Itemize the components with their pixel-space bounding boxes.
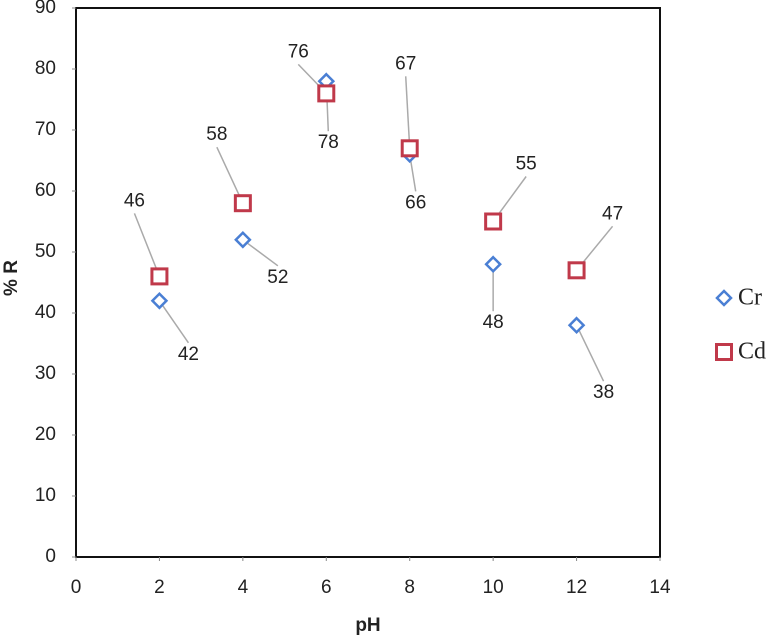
- data-point: [484, 212, 503, 231]
- x-tick-label: 14: [649, 577, 671, 598]
- leader-line: [242, 239, 279, 267]
- data-point: [150, 292, 169, 310]
- y-tick-label: 30: [35, 363, 56, 384]
- x-tick-label: 4: [238, 577, 249, 598]
- y-tick-label: 70: [35, 119, 56, 140]
- x-tick-label: 0: [71, 577, 82, 598]
- data-label: 76: [288, 41, 309, 62]
- leader-line: [133, 213, 161, 277]
- y-tick-label: 40: [35, 302, 56, 323]
- data-label: 38: [593, 382, 614, 403]
- data-point: [150, 267, 169, 286]
- leader-line: [158, 300, 190, 344]
- data-label: 42: [178, 344, 199, 365]
- leader-line: [404, 76, 411, 149]
- legend-label: Cr: [738, 285, 762, 311]
- y-tick-label: 60: [35, 180, 56, 201]
- legend-marker: [715, 343, 733, 361]
- y-tick-label: 20: [35, 424, 56, 445]
- leader-line: [575, 324, 605, 382]
- x-tick-label: 8: [404, 577, 415, 598]
- data-point: [567, 261, 586, 280]
- data-point: [317, 84, 336, 103]
- data-label: 67: [395, 53, 416, 74]
- y-tick-label: 10: [35, 485, 56, 506]
- data-label: 78: [318, 132, 339, 153]
- y-axis-title: % R: [1, 260, 22, 296]
- legend-marker: [715, 289, 733, 307]
- x-tick-label: 2: [154, 577, 165, 598]
- data-label: 52: [267, 267, 288, 288]
- plot-frame: [75, 7, 661, 558]
- legend-label: Cd: [738, 339, 766, 365]
- data-label: 66: [405, 192, 426, 213]
- data-label: 46: [124, 190, 145, 211]
- x-axis-title: pH: [355, 615, 380, 636]
- data-point: [484, 255, 502, 273]
- data-point: [400, 139, 419, 158]
- x-tick-label: 10: [483, 577, 504, 598]
- data-label: 58: [206, 124, 227, 145]
- data-point: [567, 316, 586, 334]
- data-point: [234, 231, 252, 249]
- data-label: 48: [483, 312, 504, 333]
- data-point: [233, 194, 252, 213]
- leader-line: [216, 146, 244, 204]
- x-tick-label: 6: [321, 577, 332, 598]
- y-tick-label: 90: [35, 0, 56, 18]
- data-label: 47: [602, 203, 623, 224]
- data-label: 55: [516, 154, 537, 175]
- y-tick-label: 50: [35, 241, 56, 262]
- y-tick-label: 0: [45, 546, 56, 567]
- x-tick-label: 12: [566, 577, 587, 598]
- y-tick-label: 80: [35, 58, 56, 79]
